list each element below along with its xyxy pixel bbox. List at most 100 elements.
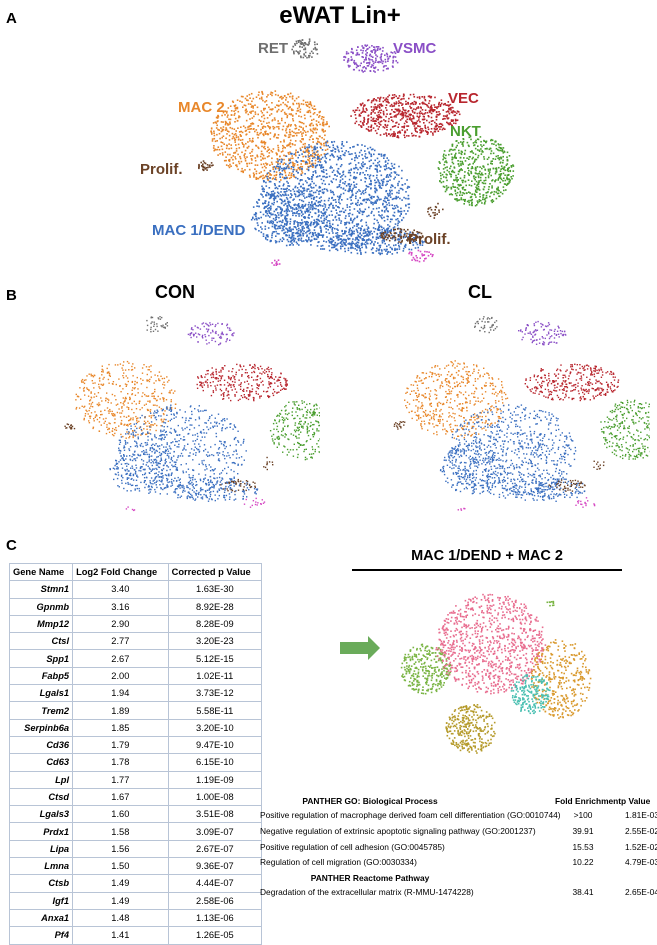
gene-table-row: Ctsd 1.67 1.00E-08 [8,787,263,807]
gene-name-cell: Lmna [8,857,74,876]
gene-table-row: Cd63 1.78 6.15E-10 [8,753,263,772]
cluster-prolif-2 [380,228,424,244]
cluster-ret [291,38,319,59]
panel-a-title: eWAT Lin+ [279,2,401,29]
panel-a-letter: A [6,10,17,27]
gene-table-header-row: Gene Name Log2 Fold Change Corrected p V… [8,562,263,582]
cluster-prolif-1 [393,421,406,430]
pvalue-cell: 6.15E-10 [167,753,263,772]
go-p-value: 1.81E-03 [625,810,657,820]
log2fc-cell: 1.56 [72,839,169,859]
gene-name-cell: Pf4 [8,926,74,945]
gene-name-cell: Lgals1 [8,684,74,703]
log2fc-cell: 1.41 [72,926,169,945]
cluster-mac2 [404,360,509,439]
pvalue-cell: 2.58E-06 [167,891,263,910]
log2fc-cell: 1.79 [72,735,169,755]
gene-table-row: Ctsb 1.49 4.44E-07 [8,874,263,893]
log2fc-cell: 1.49 [72,874,169,893]
subcluster-green-b [546,600,555,607]
label-ret: RET [258,40,288,57]
gene-table-row: Igf1 1.49 2.58E-06 [8,891,263,910]
header-corrected-p: Corrected p Value [167,562,263,582]
go-p-value: 2.55E-02 [625,826,657,836]
cluster-mac1-b [439,444,507,495]
log2fc-cell: 2.90 [72,614,169,634]
gene-name-cell: Serpinb6a [8,718,74,737]
cluster-prolif-3 [427,202,444,219]
log2fc-cell: 1.85 [72,718,169,737]
panel-c-letter: C [6,537,17,554]
cluster-prolif-2 [548,479,586,492]
subcluster-pink [435,593,547,695]
go-p-value: 1.52E-02 [625,842,657,852]
gene-name-cell: Cd63 [8,753,74,772]
cluster-prolif-2 [220,478,256,493]
reactome-p-value: 2.65E-04 [625,887,657,897]
gene-name-cell: Cd36 [8,735,74,755]
gene-table-row: Lgals1 1.94 3.73E-12 [8,684,263,703]
log2fc-cell: 1.49 [72,891,169,910]
pvalue-cell: 8.92E-28 [167,597,263,616]
label-mac1-dend: MAC 1/DEND [152,222,246,239]
pvalue-cell: 9.36E-07 [167,857,263,876]
cluster-prolif-1 [64,423,76,430]
gene-table-row: Gpnmb 3.16 8.92E-28 [8,597,263,616]
cluster-prolif-1 [198,160,214,172]
cluster-pink-1 [125,506,136,512]
gene-table-row: Fabp5 2.00 1.02E-11 [8,666,263,686]
go-p-value: 4.79E-03 [625,857,657,867]
cluster-vec [196,363,288,402]
go-fold-enrichment: 15.53 [572,842,594,852]
log2fc-cell: 2.00 [72,666,169,686]
gene-name-cell: Ctsb [8,874,74,893]
cluster-pink-2 [243,497,266,508]
pvalue-cell: 4.44E-07 [167,874,263,893]
gene-name-cell: Lpl [8,770,74,789]
panel-b-cl-title: CL [468,282,492,302]
log2fc-cell: 3.16 [72,597,169,616]
pvalue-cell: 1.02E-11 [167,666,263,686]
cluster-prolif-3 [263,456,274,471]
panel-b-con-title: CON [155,282,195,302]
cluster-mac1-c [176,477,259,502]
gene-name-cell: Mmp12 [8,614,74,634]
pvalue-cell: 9.47E-10 [167,735,263,755]
go-term: Positive regulation of cell adhesion (GO… [260,842,445,852]
log2fc-cell: 1.58 [72,822,169,841]
gene-table-row: Lipa 1.56 2.67E-07 [8,839,263,859]
log2fc-cell: 3.40 [72,580,169,599]
go-fold-enrichment: >100 [573,810,593,820]
label-vec: VEC [448,90,479,107]
log2fc-cell: 1.67 [72,787,169,807]
reactome-term: Degradation of the extracellular matrix … [260,887,474,897]
cluster-nkt [437,135,515,207]
fold-enrichment-header: Fold Enrichment [555,796,622,806]
label-prolif-1: Prolif. [140,161,183,178]
cluster-prolif-3 [593,460,605,470]
go-header: PANTHER GO: Biological Process [302,796,438,806]
pvalue-cell: 1.13E-06 [167,908,263,928]
gene-name-cell: Lipa [8,839,74,859]
gene-name-cell: Gpnmb [8,597,74,616]
reactome-header: PANTHER Reactome Pathway [310,873,430,883]
cluster-vsmc [518,320,567,346]
cluster-ret [474,316,498,334]
cluster-ret [146,316,169,333]
log2fc-cell: 1.50 [72,857,169,876]
gene-table: Gene Name Log2 Fold Change Corrected p V… [8,562,263,945]
cluster-vsmc [187,322,235,346]
pvalue-cell: 8.28E-09 [167,614,263,634]
log2fc-cell: 2.67 [72,649,169,668]
subcluster-teal [510,674,551,715]
go-fold-enrichment: 10.22 [572,857,594,867]
reactome-fold-enrichment: 38.41 [572,887,594,897]
cluster-mac1-b [109,442,179,494]
panel-a-tsne-plot: RET VSMC VEC MAC 2 NKT Prolif. MAC 1/DEN… [140,38,515,266]
log2fc-cell: 1.89 [72,701,169,720]
gene-table-row: Anxa1 1.48 1.13E-06 [8,908,263,928]
pvalue-cell: 5.58E-11 [167,701,263,720]
gene-name-cell: Lgals3 [8,805,74,824]
subcluster-olive [445,704,496,754]
gene-table-row: Lpl 1.77 1.19E-09 [8,770,263,789]
